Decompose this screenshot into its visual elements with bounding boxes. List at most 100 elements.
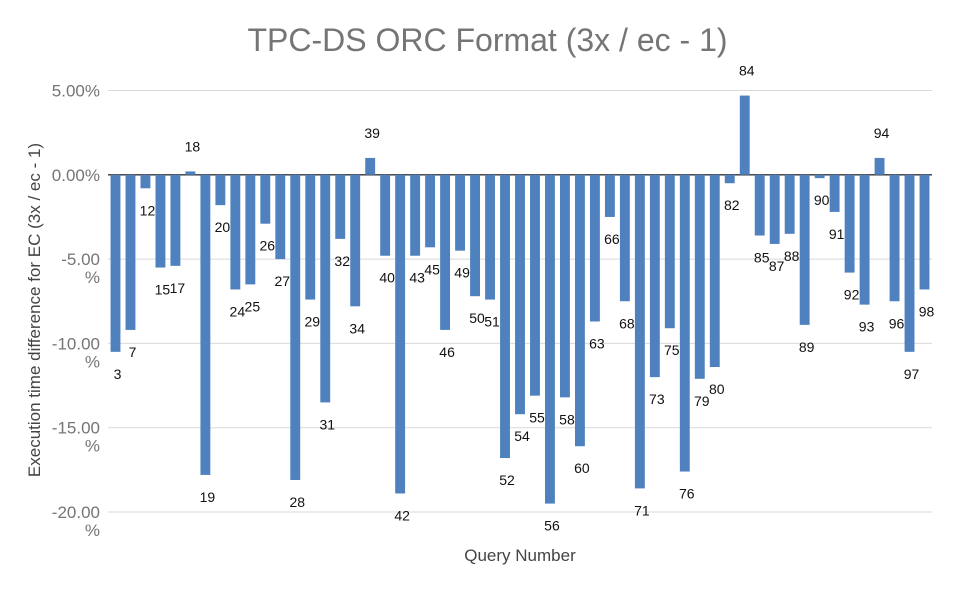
bar-q40	[380, 174, 391, 256]
y-tick-label: -20.00%	[52, 503, 100, 540]
data-label-q56: 56	[544, 518, 560, 534]
bar-q12	[140, 174, 151, 189]
bar-q46	[440, 174, 451, 330]
bar-q92	[844, 174, 855, 273]
bar-q79	[694, 174, 705, 379]
data-label-q60: 60	[574, 460, 590, 476]
data-label-q24: 24	[230, 303, 246, 319]
bar-q18	[185, 171, 196, 175]
bar-q3	[110, 174, 121, 352]
data-label-q91: 91	[829, 226, 845, 242]
bar-q89	[799, 174, 810, 325]
data-label-q45: 45	[424, 261, 440, 277]
y-tick-label: -15.00%	[52, 419, 100, 456]
bar-q76	[679, 174, 690, 472]
bar-q58	[560, 174, 570, 398]
bar-q75	[664, 174, 675, 329]
data-label-q3: 3	[114, 366, 122, 382]
bar-q91	[829, 174, 840, 212]
data-label-q90: 90	[814, 192, 830, 208]
chart-title: TPC-DS ORC Format (3x / ec - 1)	[247, 22, 728, 58]
bar-q80	[709, 174, 720, 368]
bar-q42	[395, 174, 406, 494]
data-label-q43: 43	[409, 270, 425, 286]
data-label-q93: 93	[859, 319, 875, 335]
data-label-q85: 85	[754, 249, 770, 265]
y-tick-label: -5.00%	[61, 250, 100, 287]
data-label-q75: 75	[664, 342, 680, 358]
bar-q51	[485, 174, 495, 300]
bar-q84	[739, 95, 750, 175]
data-label-q63: 63	[589, 335, 605, 351]
bar-q94	[874, 157, 885, 175]
data-label-q54: 54	[514, 428, 530, 444]
data-label-q31: 31	[319, 416, 335, 432]
bar-q19	[200, 174, 211, 475]
bars	[110, 95, 930, 504]
bar-q45	[425, 174, 436, 248]
bar-q25	[245, 174, 256, 285]
data-label-q79: 79	[694, 393, 710, 409]
data-label-q39: 39	[364, 125, 380, 141]
data-label-q98: 98	[919, 303, 935, 319]
bar-q26	[260, 174, 271, 224]
bar-q29	[305, 174, 316, 300]
bar-q31	[320, 174, 331, 403]
bar-q50	[470, 174, 480, 297]
data-label-q25: 25	[245, 298, 261, 314]
data-label-q52: 52	[499, 472, 515, 488]
data-label-q40: 40	[379, 270, 395, 286]
y-tick-label: -10.00%	[52, 334, 100, 371]
bar-q20	[215, 174, 226, 206]
data-label-q46: 46	[439, 344, 455, 360]
data-label-q80: 80	[709, 381, 725, 397]
data-label-q32: 32	[334, 253, 350, 269]
bar-q96	[889, 174, 900, 302]
data-label-q26: 26	[260, 238, 276, 254]
bar-q90	[814, 174, 825, 179]
data-label-q71: 71	[634, 502, 650, 518]
data-label-q66: 66	[604, 231, 620, 247]
data-label-q94: 94	[874, 125, 890, 141]
bar-q24	[230, 174, 241, 290]
data-label-q12: 12	[140, 202, 156, 218]
y-tick-label: 0.00%	[52, 166, 100, 185]
data-label-q96: 96	[889, 315, 905, 331]
data-label-q88: 88	[784, 248, 800, 264]
bar-q7	[125, 174, 136, 330]
data-label-q82: 82	[724, 197, 740, 213]
bar-q39	[365, 157, 376, 175]
bar-q15	[155, 174, 166, 268]
bar-q71	[634, 174, 645, 489]
bar-q43	[410, 174, 421, 256]
bar-q54	[515, 174, 525, 415]
data-label-q18: 18	[185, 138, 201, 154]
data-label-q17: 17	[170, 280, 186, 296]
data-label-q58: 58	[559, 411, 575, 427]
data-label-q20: 20	[215, 219, 231, 235]
bar-q32	[335, 174, 346, 239]
bar-q87	[769, 174, 780, 244]
bar-q93	[859, 174, 870, 305]
bar-q63	[589, 174, 600, 322]
data-labels: 37 12 15 17 18 19 20 24 25 26 27 28 29 31 32 34 39 40 42 43…	[114, 63, 935, 534]
bar-q17	[170, 174, 181, 266]
bar-q27	[275, 174, 286, 260]
data-label-q84: 84	[739, 63, 755, 79]
bar-q82	[724, 174, 735, 184]
data-label-q73: 73	[649, 391, 665, 407]
data-label-q55: 55	[529, 410, 545, 426]
bar-q34	[350, 174, 361, 307]
data-label-q15: 15	[155, 282, 171, 298]
data-label-q29: 29	[304, 314, 320, 330]
y-tick-label: 5.00%	[52, 82, 100, 101]
bar-q68	[619, 174, 630, 302]
data-label-q76: 76	[679, 486, 695, 502]
data-label-q28: 28	[289, 494, 305, 510]
bar-q88	[784, 174, 795, 234]
bar-q60	[574, 174, 585, 447]
data-label-q87: 87	[769, 258, 785, 274]
bar-q56	[545, 174, 555, 504]
bar-q66	[604, 174, 615, 217]
